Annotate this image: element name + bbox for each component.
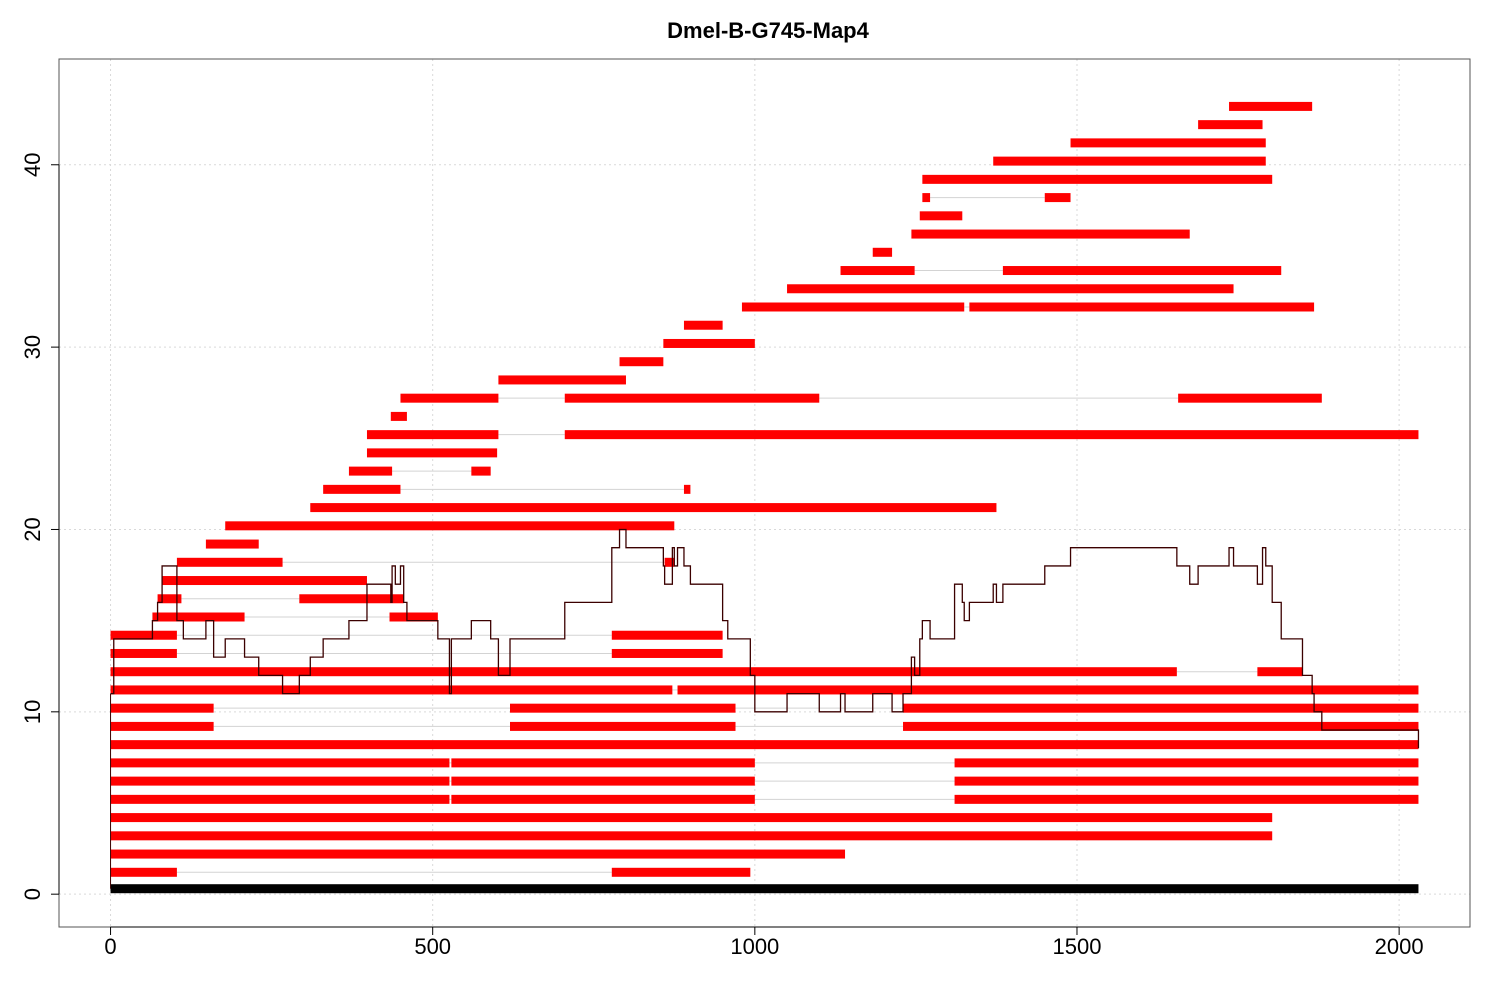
x-tick-label: 2000 — [1375, 934, 1424, 959]
read-segment — [840, 266, 915, 276]
read-segment — [1044, 193, 1071, 203]
read-segment — [110, 813, 1273, 823]
read-segment — [872, 247, 893, 257]
read-segment — [510, 721, 736, 731]
read-segment — [205, 539, 259, 549]
x-tick-label: 1500 — [1053, 934, 1102, 959]
read-segment — [498, 375, 626, 385]
read-connectors — [176, 197, 1258, 873]
read-segment — [389, 612, 438, 622]
read-segment — [110, 703, 214, 713]
read-segment — [922, 174, 1273, 184]
read-segment — [564, 393, 820, 403]
read-segment — [110, 630, 177, 640]
read-segment — [176, 557, 283, 567]
read-segment — [110, 685, 673, 695]
read-segment — [110, 721, 214, 731]
coverage-line-layer — [110, 528, 1420, 749]
read-segment — [903, 721, 1419, 731]
read-segment — [911, 229, 1190, 239]
read-segment — [1198, 120, 1263, 130]
read-segment — [1257, 667, 1303, 677]
read-segment — [510, 703, 736, 713]
x-tick-label: 0 — [104, 934, 116, 959]
read-segment — [451, 794, 755, 804]
read-segment — [564, 430, 1419, 440]
reference-bar-layer — [110, 693, 1419, 894]
read-segment — [110, 849, 846, 859]
read-segment — [225, 521, 675, 531]
read-segment — [611, 867, 751, 877]
read-segment — [471, 466, 491, 476]
read-segment — [366, 448, 498, 458]
read-segment — [110, 831, 1273, 841]
read-segment — [611, 630, 723, 640]
read-segment — [922, 193, 931, 203]
read-segment — [683, 320, 723, 330]
read-segment — [663, 338, 755, 348]
read-segment — [954, 776, 1419, 786]
read-segment — [1178, 393, 1322, 403]
read-segment — [323, 484, 401, 494]
read-segment — [157, 594, 182, 604]
read-segments — [110, 101, 1419, 877]
read-segment — [611, 648, 723, 658]
read-segment — [1002, 266, 1282, 276]
read-segment — [366, 430, 499, 440]
read-segment — [162, 576, 367, 586]
read-segment — [1070, 138, 1266, 148]
read-segment — [110, 867, 177, 877]
read-segment — [619, 357, 664, 367]
y-tick-label: 10 — [20, 700, 45, 724]
reference-bar — [110, 884, 1419, 894]
read-segment — [310, 503, 997, 513]
read-segment — [664, 557, 675, 567]
y-tick-label: 0 — [20, 888, 45, 900]
read-segment — [787, 284, 1234, 294]
read-segment — [919, 211, 963, 221]
read-segment — [110, 667, 1177, 677]
y-axis: 0 10 20 30 40 — [20, 153, 60, 900]
y-tick-label: 20 — [20, 517, 45, 541]
coverage-line — [110, 528, 1420, 749]
read-segment — [299, 594, 404, 604]
read-segment — [969, 302, 1315, 312]
read-segment — [110, 648, 177, 658]
x-tick-label: 1000 — [730, 934, 779, 959]
read-segment — [993, 156, 1266, 166]
x-axis: 0 500 1000 1500 2000 — [104, 926, 1424, 959]
x-tick-label: 500 — [414, 934, 451, 959]
read-segment — [903, 703, 1419, 713]
read-segment — [451, 758, 755, 768]
read-segment — [954, 758, 1419, 768]
read-segment — [451, 776, 755, 786]
chart-title: Dmel-B-G745-Map4 — [667, 18, 869, 43]
read-segment — [110, 758, 450, 768]
read-segment — [348, 466, 393, 476]
read-segment — [110, 776, 450, 786]
read-segment — [1229, 101, 1313, 111]
read-segment — [400, 393, 499, 403]
read-segment — [683, 484, 691, 494]
y-tick-label: 30 — [20, 335, 45, 359]
read-segment — [152, 612, 245, 622]
y-tick-label: 40 — [20, 153, 45, 177]
read-segment — [677, 685, 1419, 695]
read-segment — [741, 302, 965, 312]
read-segment — [954, 794, 1419, 804]
read-segment — [390, 411, 407, 421]
read-segment — [110, 740, 1419, 750]
read-segment — [110, 794, 450, 804]
